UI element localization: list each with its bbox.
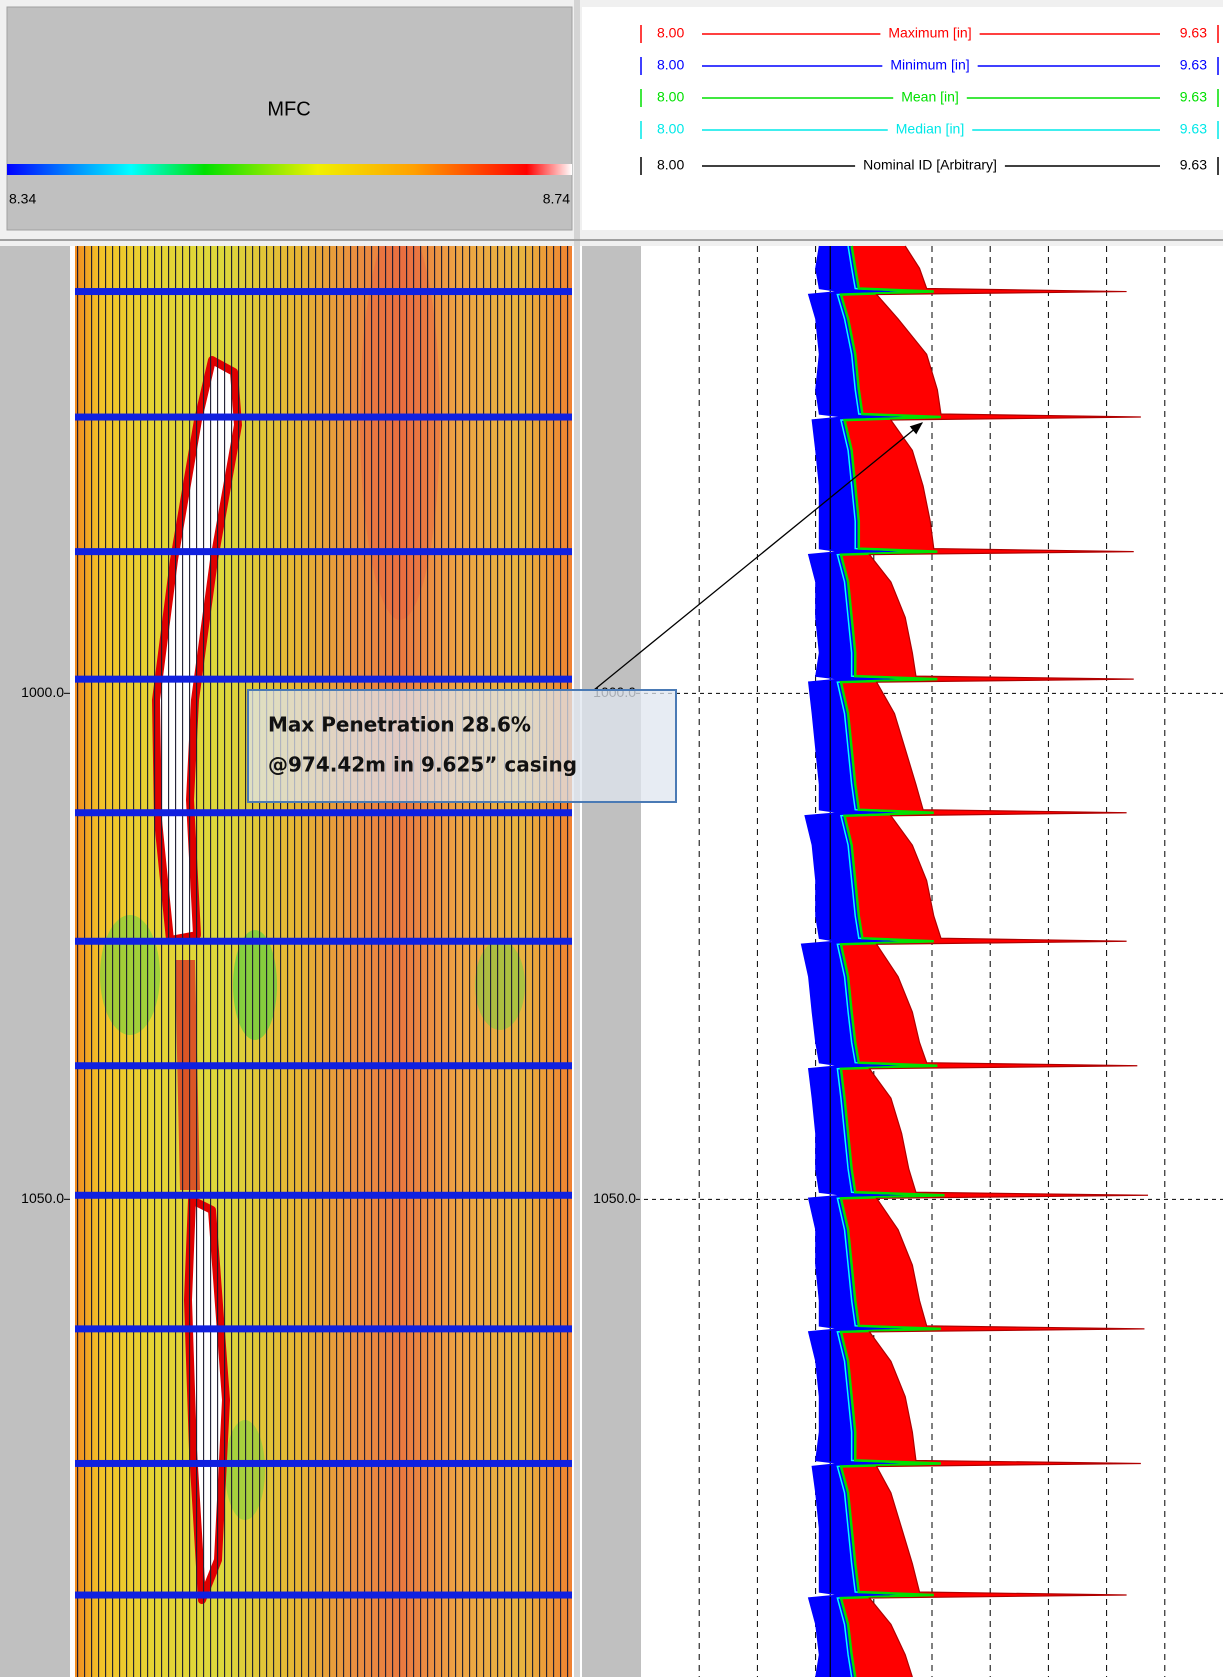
curve-line: [839, 245, 945, 1677]
max-fill: [840, 246, 1149, 1677]
legend-max: 9.63: [1180, 89, 1207, 105]
collar: [75, 413, 572, 421]
legend-header: [582, 7, 1223, 230]
image-header: [6, 6, 573, 231]
legend-max: 9.63: [1180, 157, 1207, 173]
depth-label: 1050.0: [21, 1190, 64, 1206]
colorbar-min: 8.34: [9, 191, 36, 207]
legend-max: 9.63: [1180, 121, 1207, 137]
annotation-box: [247, 689, 677, 803]
legend-label: Maximum [in]: [888, 25, 971, 41]
collar: [75, 288, 572, 296]
collar: [75, 675, 572, 683]
collar: [75, 937, 572, 945]
collar: [75, 1459, 572, 1467]
colorbar-max: 8.74: [543, 191, 570, 207]
collar: [75, 1591, 572, 1599]
legend-min: 8.00: [657, 25, 684, 41]
legend-max: 9.63: [1180, 57, 1207, 73]
legend-label: Nominal ID [Arbitrary]: [863, 157, 997, 173]
depth-strip: [0, 246, 70, 1677]
legend-label-bg: [880, 25, 980, 43]
legend-label-bg: [893, 89, 967, 107]
legend-label: Mean [in]: [901, 89, 959, 105]
legend-label-bg: [882, 57, 978, 75]
annotation-arrow: [593, 422, 924, 691]
legend-label: Median [in]: [896, 121, 964, 137]
track-title: MFC: [267, 98, 310, 120]
collar: [75, 548, 572, 556]
annotation-text: @974.42m in 9.625” casing: [268, 753, 577, 777]
depth-strip: [582, 246, 641, 1677]
legend-min: 8.00: [657, 89, 684, 105]
legend-label-bg: [855, 157, 1005, 175]
collar: [75, 1191, 572, 1199]
sensor-traces: [75, 246, 572, 1677]
colorbar: [7, 164, 572, 175]
curve-line: [868, 245, 1149, 1677]
divider: [574, 0, 580, 1677]
collar: [75, 1325, 572, 1333]
annotation-text: Max Penetration 28.6%: [268, 713, 531, 737]
curve-line: [800, 245, 845, 1677]
image-track: [75, 246, 572, 1677]
collar: [75, 1062, 572, 1070]
depth-label: 1000.0: [21, 684, 64, 700]
track-edge: [70, 246, 75, 1677]
legend-label: Minimum [in]: [890, 57, 969, 73]
depth-label: 1050.0: [593, 1190, 636, 1206]
collar: [75, 809, 572, 817]
legend-min: 8.00: [657, 157, 684, 173]
legend-max: 9.63: [1180, 25, 1207, 41]
min-fill: [801, 246, 945, 1677]
legend-label-bg: [887, 121, 973, 139]
legend-min: 8.00: [657, 121, 684, 137]
legend-min: 8.00: [657, 57, 684, 73]
